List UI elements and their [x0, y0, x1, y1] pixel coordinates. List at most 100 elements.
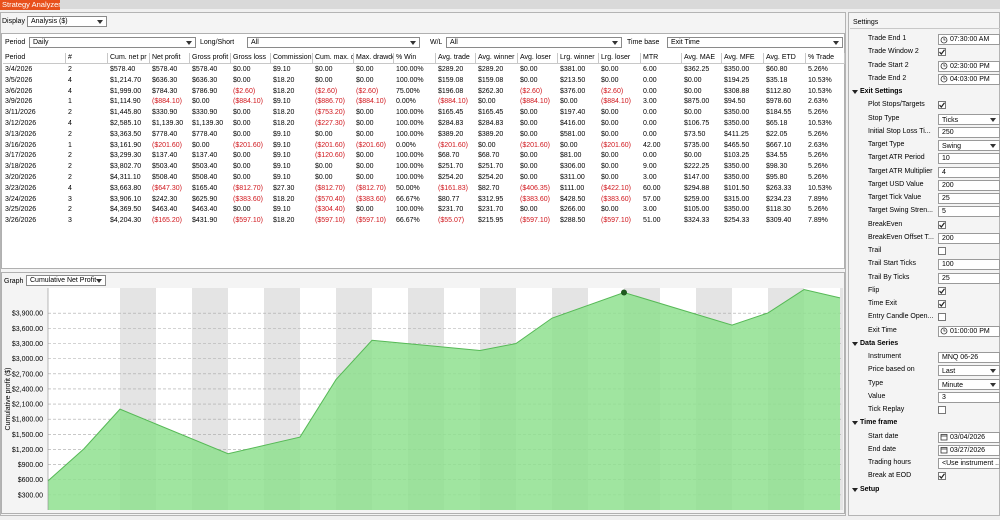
graph-select[interactable]: Cumulative Net Profit	[26, 275, 106, 286]
column-header[interactable]: Gross loss	[231, 53, 271, 64]
table-cell: $1,139.30	[152, 120, 184, 127]
section-header[interactable]: Exit Settings	[860, 88, 903, 95]
table-cell: $0.00	[520, 174, 538, 181]
checkbox[interactable]	[938, 220, 946, 229]
column-header[interactable]: Commission	[271, 53, 313, 64]
table-cell: $330.90	[152, 109, 178, 117]
time-icon	[940, 62, 948, 70]
column-header[interactable]: MTR	[641, 53, 682, 64]
setting-value[interactable]: 4	[938, 166, 1000, 178]
table-cell: 0.00	[643, 130, 657, 138]
section-toggle[interactable]	[852, 421, 858, 426]
column-header[interactable]: Lrg. winner	[558, 53, 599, 64]
filter-select[interactable]: All	[446, 37, 622, 48]
table-cell: ($201.60)	[601, 141, 631, 149]
table-cell: 2.63%	[808, 98, 828, 106]
table-cell: 0.00	[643, 120, 657, 127]
setting-label: Trade End 1	[868, 35, 907, 42]
table-cell: $0.00	[315, 163, 333, 171]
table-cell: $315.00	[724, 195, 750, 203]
column-header[interactable]: Avg. winner	[476, 53, 518, 64]
table-cell: 10.53%	[808, 87, 832, 95]
column-header[interactable]: % Win	[394, 53, 436, 64]
table-cell: ($2.60)	[233, 87, 256, 95]
section-toggle[interactable]	[852, 341, 858, 346]
table-cell: $159.08	[438, 76, 464, 84]
filter-select[interactable]: Daily	[29, 37, 196, 48]
column-header[interactable]: Avg. MFE	[722, 53, 764, 64]
table-cell: ($884.10)	[356, 98, 386, 106]
column-header[interactable]: Avg. ETD	[764, 53, 806, 64]
table-cell: ($201.60)	[315, 141, 345, 149]
table-cell: $105.00	[684, 206, 710, 214]
window-tab[interactable]: Strategy Analyzer	[0, 0, 60, 10]
column-header[interactable]: Cum. max. c	[313, 53, 354, 64]
column-header[interactable]: % Trade	[806, 53, 845, 64]
table-cell: 0.00	[643, 152, 657, 160]
setting-value[interactable]: 10	[938, 153, 1000, 165]
table-cell: 2	[68, 163, 72, 171]
setting-value[interactable]: 200	[938, 179, 1000, 191]
section-header[interactable]: Setup	[860, 485, 880, 493]
setting-value[interactable]: 25	[938, 272, 1000, 284]
column-header[interactable]: Period	[3, 53, 66, 64]
column-header[interactable]: Cum. net pr	[108, 53, 150, 64]
setting-value[interactable]: 200	[938, 232, 1000, 244]
table-cell: $0.00	[520, 120, 538, 127]
setting-value[interactable]: 100	[938, 259, 1000, 271]
section-header[interactable]: Data Series	[860, 339, 899, 347]
checkbox[interactable]	[938, 406, 946, 414]
section-toggle[interactable]	[852, 487, 858, 492]
setting-value[interactable]: 25	[938, 193, 1000, 204]
table-cell: $0.00	[192, 141, 210, 149]
time-icon	[940, 327, 948, 335]
setting-value[interactable]: 5	[938, 206, 1000, 218]
table-cell: $254.20	[478, 174, 504, 181]
checkbox[interactable]	[938, 472, 946, 481]
checkbox[interactable]	[938, 101, 946, 110]
table-cell: $194.25	[724, 76, 750, 84]
setting-value[interactable]: Last	[938, 365, 1000, 377]
table-cell: $416.00	[560, 120, 586, 127]
icon	[940, 327, 948, 335]
table-cell: ($812.70)	[315, 184, 345, 192]
table-cell: $294.88	[684, 184, 710, 192]
display-select[interactable]: Analysis ($)	[27, 16, 107, 27]
filter-select[interactable]: All	[247, 37, 420, 48]
column-header[interactable]: Max. drawdo	[354, 53, 394, 64]
setting-value[interactable]: Swing	[938, 140, 1000, 151]
column-header[interactable]: #	[66, 53, 108, 64]
table-cell: 51.00	[643, 217, 661, 225]
checkbox[interactable]	[938, 247, 946, 255]
checkbox[interactable]	[938, 313, 946, 322]
setting-value[interactable]: <Use instrument ...	[938, 458, 1000, 469]
checkbox[interactable]	[938, 286, 946, 295]
checkbox[interactable]	[938, 300, 946, 308]
column-header[interactable]: Lrg. loser	[599, 53, 641, 64]
table-cell: ($201.60)	[520, 141, 550, 149]
checkbox[interactable]	[938, 48, 946, 57]
table-cell: $309.40	[766, 217, 792, 225]
setting-label: Trade Window 2	[868, 48, 919, 56]
setting-value[interactable]: 3	[938, 391, 1000, 403]
filter-select[interactable]: Exit Time	[667, 37, 843, 48]
column-header[interactable]: Avg. loser	[518, 53, 558, 64]
table-cell: $242.30	[152, 195, 178, 203]
table-cell: $68.70	[478, 152, 500, 160]
table-cell: ($812.70)	[356, 184, 386, 192]
column-header[interactable]: Net profit	[150, 53, 190, 64]
table-cell: ($383.60)	[520, 195, 550, 203]
setting-value[interactable]: MNQ 06-26	[938, 352, 1000, 363]
section-toggle[interactable]	[852, 90, 858, 94]
table-cell: $18.20	[273, 217, 295, 225]
table-cell: $0.00	[356, 76, 374, 84]
setting-value[interactable]: 250	[938, 126, 1000, 138]
setting-value[interactable]: Ticks	[938, 113, 1000, 125]
column-header[interactable]: Avg. MAE	[682, 53, 722, 64]
column-header[interactable]: Gross profit	[190, 53, 231, 64]
table-cell: $350.00	[724, 174, 750, 181]
section-header[interactable]: Time frame	[860, 419, 898, 427]
table-cell: $197.40	[560, 109, 586, 117]
setting-value[interactable]: Minute	[938, 378, 1000, 390]
column-header[interactable]: Avg. trade	[436, 53, 476, 64]
